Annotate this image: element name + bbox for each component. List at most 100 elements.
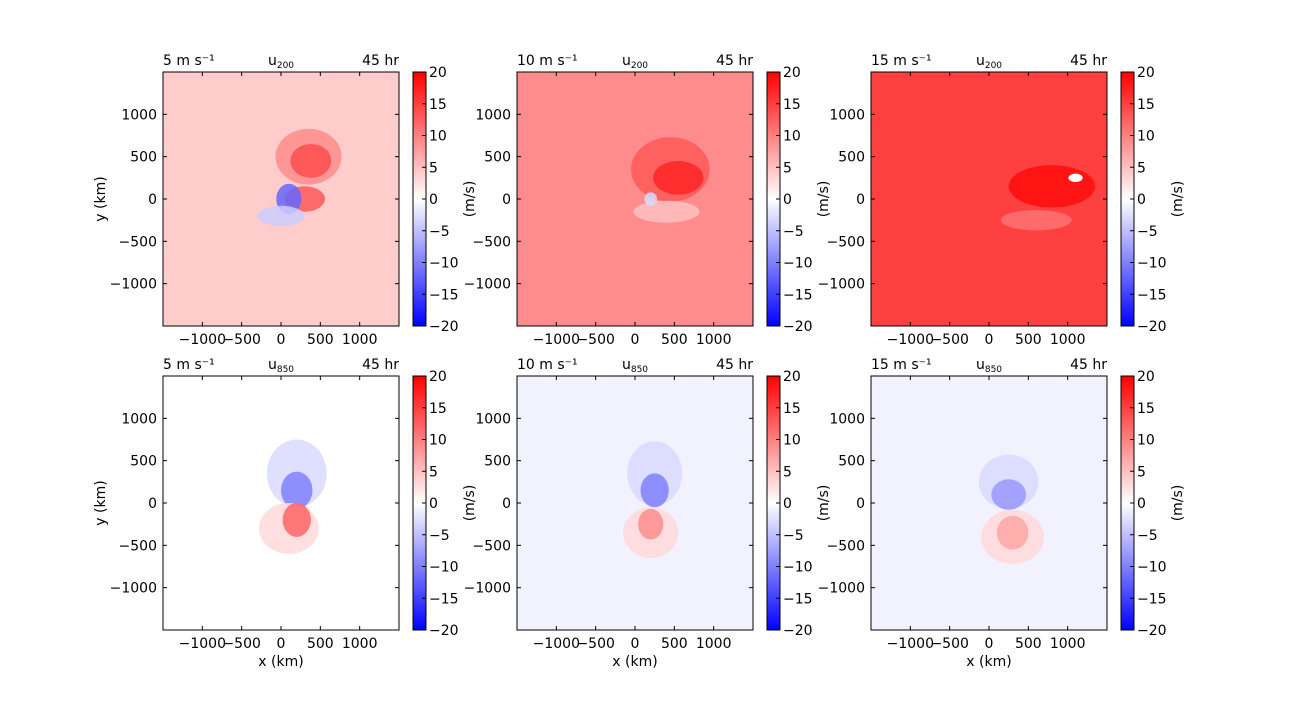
- colorbar-tick-label: 10: [783, 129, 801, 145]
- colorbar-label: (m/s): [462, 181, 478, 218]
- colorbar-tick-label: 15: [1137, 97, 1155, 113]
- y-tick-label: 0: [856, 192, 865, 208]
- panel-title-center: u200: [268, 53, 294, 71]
- colorbar-tick-label: 0: [429, 496, 438, 512]
- panel-title-left: 5 m s⁻¹: [163, 357, 215, 373]
- heatmap-feature: [638, 508, 664, 540]
- colorbar-label: (m/s): [1170, 485, 1186, 522]
- y-tick-label: 0: [502, 192, 511, 208]
- colorbar-label: (m/s): [1170, 181, 1186, 218]
- colorbar-tick-label: 10: [429, 433, 447, 449]
- y-tick-label: −1000: [818, 581, 865, 597]
- colorbar-tick-label: −20: [1137, 623, 1167, 639]
- colorbar-tick-label: −10: [1137, 256, 1167, 272]
- heatmap-feature: [257, 205, 305, 227]
- x-axis-label: x (km): [612, 654, 657, 670]
- x-tick-label: 0: [985, 332, 994, 348]
- heatmap-background: [517, 376, 753, 630]
- x-tick-label: 1000: [696, 636, 732, 652]
- x-tick-label: −500: [930, 332, 968, 348]
- y-tick-label: −1000: [110, 277, 157, 293]
- y-tick-label: −1000: [464, 581, 511, 597]
- x-tick-label: 0: [631, 332, 640, 348]
- y-tick-label: −500: [827, 538, 865, 554]
- colorbar-tick-label: 20: [1137, 369, 1155, 385]
- y-tick-label: 0: [856, 496, 865, 512]
- colorbar-tick-label: −20: [429, 319, 459, 335]
- colorbar-tick-label: −5: [783, 528, 804, 544]
- panel-title-right: 45 hr: [716, 357, 753, 373]
- panel-title-left: 10 m s⁻¹: [517, 53, 578, 69]
- x-tick-label: −500: [576, 332, 614, 348]
- colorbar-tick-label: −20: [783, 319, 813, 335]
- x-tick-label: −500: [222, 636, 260, 652]
- x-tick-label: 500: [1015, 636, 1042, 652]
- heatmap-feature: [281, 471, 313, 509]
- x-tick-label: 0: [277, 636, 286, 652]
- colorbar-tick-label: −5: [783, 224, 804, 240]
- y-axis-label: y (km): [93, 176, 109, 221]
- colorbar-tick-label: 0: [429, 192, 438, 208]
- panel-title-left: 15 m s⁻¹: [871, 357, 932, 373]
- x-tick-label: −1000: [887, 332, 934, 348]
- colorbar-tick-label: 15: [783, 401, 801, 417]
- colorbar-tick-label: 10: [429, 129, 447, 145]
- y-tick-label: 500: [838, 454, 865, 470]
- heatmap-feature: [640, 473, 669, 508]
- y-tick-label: 500: [130, 150, 157, 166]
- colorbar-tick-label: 15: [429, 97, 447, 113]
- y-axis-label: y (km): [93, 480, 109, 525]
- panel-title-center: u850: [268, 357, 294, 375]
- heatmap-feature: [633, 200, 700, 223]
- colorbar-tick-label: 20: [429, 369, 447, 385]
- x-tick-label: −1000: [179, 332, 226, 348]
- colorbar-tick-label: −10: [783, 560, 813, 576]
- panel-title-right: 45 hr: [1070, 357, 1107, 373]
- colorbar-tick-label: −5: [1137, 528, 1158, 544]
- colorbar-label: (m/s): [816, 485, 832, 522]
- x-tick-label: 500: [661, 636, 688, 652]
- colorbar-tick-label: 0: [1137, 192, 1146, 208]
- colorbar-tick-label: 20: [783, 369, 801, 385]
- panel-title-left: 5 m s⁻¹: [163, 53, 215, 69]
- x-tick-label: −1000: [179, 636, 226, 652]
- heatmap-field: [517, 376, 753, 630]
- panel-title-right: 45 hr: [716, 53, 753, 69]
- panel-title-center: u200: [976, 53, 1002, 71]
- colorbar-tick-label: −10: [1137, 560, 1167, 576]
- colorbar-tick-label: 20: [783, 65, 801, 81]
- colorbar-tick-label: −5: [1137, 224, 1158, 240]
- colorbar-tick-label: 15: [1137, 401, 1155, 417]
- panel-title-right: 45 hr: [1070, 53, 1107, 69]
- y-tick-label: 500: [130, 454, 157, 470]
- y-tick-label: 0: [148, 496, 157, 512]
- colorbar-tick-label: −15: [1137, 591, 1167, 607]
- y-tick-label: −1000: [464, 277, 511, 293]
- x-axis-label: x (km): [258, 654, 303, 670]
- heatmap-background: [517, 72, 753, 326]
- x-tick-label: 1000: [1050, 636, 1086, 652]
- colorbar-tick-label: −10: [429, 560, 459, 576]
- heatmap-feature: [991, 479, 1026, 510]
- heatmap-feature: [644, 192, 658, 206]
- colorbar-tick-label: −15: [429, 591, 459, 607]
- colorbar-tick-label: 10: [1137, 433, 1155, 449]
- panel-title-right: 45 hr: [362, 53, 399, 69]
- colorbar-tick-label: 20: [429, 65, 447, 81]
- y-tick-label: 0: [148, 192, 157, 208]
- heatmap-background: [871, 376, 1107, 630]
- y-tick-label: −500: [473, 538, 511, 554]
- x-tick-label: −500: [222, 332, 260, 348]
- x-tick-label: 500: [661, 332, 688, 348]
- panel-title-right: 45 hr: [362, 357, 399, 373]
- y-tick-label: −500: [827, 234, 865, 250]
- colorbar-tick-label: −20: [1137, 319, 1167, 335]
- heatmap-field: [871, 72, 1107, 326]
- x-axis-label: x (km): [966, 654, 1011, 670]
- y-tick-label: 0: [502, 496, 511, 512]
